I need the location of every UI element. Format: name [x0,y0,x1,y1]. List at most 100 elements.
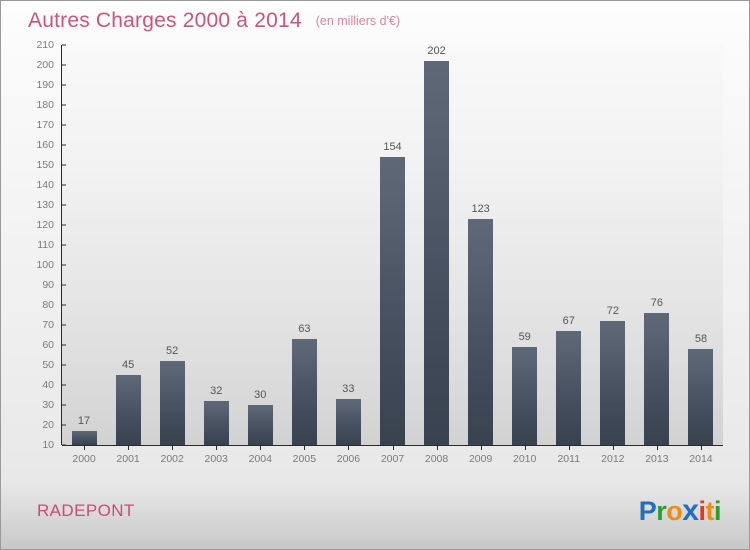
y-axis-tick-label: 70 [42,319,54,331]
y-axis-tick-label: 100 [36,259,54,271]
x-axis-tick-label-2011: 2011 [557,453,581,465]
y-axis-tick-mark [62,404,66,406]
x-axis-tick-label-2000: 2000 [72,453,96,465]
bar-value-label: 76 [650,297,664,309]
bar-value-label: 59 [518,331,531,343]
y-axis-line [61,45,62,445]
bar-2003[interactable] [203,401,229,445]
x-axis-tick-mark [480,446,482,450]
chart-header: Autres Charges 2000 à 2014 (en milliers … [1,1,749,41]
y-axis-tick-mark [62,384,66,386]
x-axis-tick-mark [568,446,570,450]
logo-letter-5: t [705,496,714,526]
bar-value-label: 154 [383,141,402,153]
proxiti-logo[interactable]: Proxiti [639,492,722,530]
logo-letter-6: i [713,496,722,526]
logo-letter-3: x [682,494,699,527]
bar-2000[interactable] [71,431,97,445]
y-axis-tick-label: 190 [36,79,54,91]
y-axis-tick-mark [62,64,66,66]
x-axis-tick-label-2007: 2007 [380,453,405,465]
x-axis-tick-mark [84,446,86,450]
x-axis-tick-mark [700,446,702,450]
y-axis-tick-label: 50 [42,359,54,371]
bar-value-label: 45 [121,359,135,371]
bar-value-label: 32 [210,385,223,397]
y-axis-tick-mark [62,204,66,206]
bar-2010[interactable] [512,347,538,445]
y-axis-tick-mark [62,84,66,86]
bar-2008[interactable] [424,61,450,445]
x-axis-tick-label-2014: 2014 [689,453,713,465]
y-axis-tick-mark [62,304,66,306]
y-axis-tick-mark [62,164,66,166]
x-axis-tick-label-2008: 2008 [424,453,449,465]
y-axis-tick-label: 10 [42,439,54,451]
y-axis-tick-label: 160 [36,139,54,151]
y-axis-tick-label: 30 [42,399,54,411]
bar-value-label: 202 [427,45,446,57]
logo-letter-4: i [698,496,706,526]
x-axis-tick-mark [260,446,262,450]
bar-2007[interactable] [380,157,405,445]
plot-area [62,45,723,445]
bar-2012[interactable] [600,321,626,445]
y-axis-tick-label: 20 [42,419,54,431]
bar-value-label: 72 [606,305,619,317]
bar-value-label: 30 [254,389,267,401]
x-axis-tick-label-2005: 2005 [292,453,317,465]
x-axis-tick-label-2009: 2009 [468,453,493,465]
y-axis-tick-mark [62,344,66,346]
bar-2006[interactable] [335,399,361,445]
bar-value-label: 123 [471,203,490,215]
entity-name: RADEPONT [37,501,135,520]
bar-2002[interactable] [159,361,185,445]
x-axis-tick-label-2003: 2003 [204,453,228,465]
bar-value-label: 67 [562,315,575,327]
x-axis-tick-label-2002: 2002 [160,453,184,465]
y-axis-tick-mark [62,284,66,286]
bar-2001[interactable] [115,375,141,445]
bar-2005[interactable] [291,339,317,445]
y-axis-tick-label: 110 [37,239,54,251]
y-axis-tick-label: 210 [36,39,54,51]
y-axis-tick-mark [62,264,66,266]
bar-2011[interactable] [556,331,582,445]
y-axis-tick-label: 130 [36,199,54,211]
chart-subtitle: (en milliers d'€) [315,14,401,28]
page-title: Autres Charges 2000 à 2014 [28,9,302,32]
y-axis-tick-label: 40 [42,379,54,391]
x-axis-tick-mark [172,446,174,450]
bar-value-label: 17 [77,415,91,427]
x-axis-tick-label-2001: 2001 [116,453,140,465]
bar-2004[interactable] [247,405,273,445]
y-axis-tick-label: 150 [36,159,54,171]
x-axis-tick-label-2004: 2004 [248,453,272,465]
x-axis-tick-label-2013: 2013 [645,453,669,465]
x-axis-tick-mark [128,446,130,450]
x-axis-tick-label-2006: 2006 [336,453,361,465]
logo-letter-2: o [666,496,683,526]
y-axis-tick-mark [62,124,66,126]
x-axis-line [62,445,723,446]
y-axis-tick-label: 90 [42,279,54,291]
bar-value-label: 33 [342,383,355,395]
y-axis-tick-mark [62,44,66,46]
bar-2014[interactable] [688,349,714,445]
y-axis-tick-label: 120 [36,219,54,231]
bar-value-label: 58 [694,333,708,345]
y-axis-tick-label: 140 [36,179,54,191]
x-axis-tick-label-2012: 2012 [601,453,625,465]
y-axis-tick-mark [62,244,66,246]
y-axis-tick-mark [62,424,66,426]
x-axis-tick-mark [656,446,658,450]
bar-2009[interactable] [468,219,494,445]
bar-2013[interactable] [644,313,670,445]
y-axis-tick-label: 200 [36,59,54,71]
y-axis-tick-mark [62,104,66,106]
x-axis-tick-mark [392,446,394,450]
y-axis-tick-label: 80 [42,299,54,311]
x-axis-tick-mark [524,446,526,450]
y-axis-tick-mark [62,144,66,146]
